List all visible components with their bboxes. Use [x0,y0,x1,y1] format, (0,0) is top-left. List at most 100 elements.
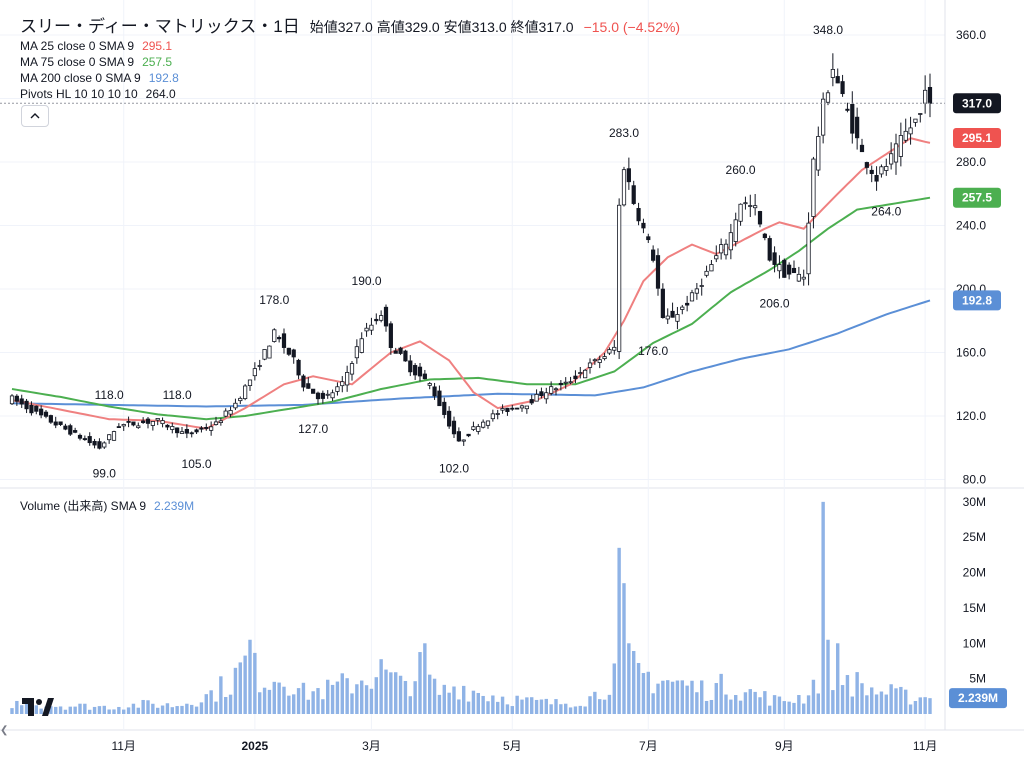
time-tick-label: 3月 [362,739,381,753]
candle [87,432,92,446]
volume-label: Volume (出来高) SMA 9 [20,499,147,513]
volume-bar [894,688,898,714]
volume-bar [306,699,310,714]
candle [840,74,845,97]
tradingview-logo[interactable] [20,694,56,722]
volume-bar [816,693,820,714]
candle [131,421,136,427]
volume-bar [884,694,888,714]
pivot-label: 99.0 [93,466,117,480]
volume-bar [151,703,155,714]
volume-bar [364,685,369,714]
candle [748,194,753,218]
candle [447,406,452,429]
candle [685,295,690,312]
volume-bar [58,706,63,714]
candle [583,368,588,379]
candle [539,387,544,399]
volume-bar [874,694,879,714]
volume-legend[interactable]: Volume (出来高) SMA 9 2.239M [20,497,194,514]
volume-bar [224,696,228,714]
volume-bar [617,547,621,714]
indicator-ma25[interactable]: MA 25 close 0 SMA 9 295.1 [20,39,680,53]
volume-bar [316,688,320,714]
candle [145,416,151,429]
svg-text:295.1: 295.1 [962,131,992,145]
volume-bar [539,699,544,714]
candle [845,102,850,113]
svg-text:2.239M: 2.239M [958,691,998,705]
candle [291,348,296,364]
volume-bar [180,705,184,714]
candle [340,376,345,393]
candle [762,232,767,241]
candle [923,75,928,114]
volume-bar [763,691,767,714]
volume-bar [593,691,597,714]
candle [782,258,787,278]
candle [636,202,641,226]
candle [43,410,49,419]
volume-bar [602,699,607,714]
candle [850,91,855,144]
candle [345,365,350,392]
volume-bar [840,685,845,714]
volume-bar [462,685,466,714]
volume-bar [729,699,733,714]
volume-bar [24,702,29,714]
volume-bar [476,692,480,714]
volume-bar [768,705,772,714]
volume-bar [787,701,791,714]
volume-bar [918,697,922,714]
candle [660,283,665,319]
volume-bar [496,701,500,714]
volume-bar [549,704,553,714]
candle [646,233,651,243]
candle [791,260,797,274]
volume-bar [107,709,111,714]
candle [432,382,437,400]
candle [578,366,583,379]
volume-bar [437,694,442,714]
volume-tick-label: 10M [963,636,986,650]
candle [544,387,549,404]
pivot-label: 118.0 [95,388,124,402]
volume-bar [199,702,204,714]
candle [364,322,369,337]
volume-bar [641,673,646,714]
candle [709,259,714,272]
candle [320,390,325,404]
volume-bar [559,704,563,714]
time-axis[interactable]: 11月 2025 3月 5月 7月 9月 11月 [111,739,937,753]
left-scroll-handle[interactable]: ❮ [0,725,9,736]
volume-bar [797,695,801,714]
volume-bar [34,705,38,714]
volume-axis[interactable]: 30M 25M 20M 15M 10M 5M [963,495,986,686]
candle [471,421,476,432]
candle [19,394,24,408]
grid-lines [0,0,1024,731]
symbol-title[interactable]: スリー・ディー・マトリックス・1日 [20,17,300,36]
volume-bar [432,678,437,714]
candle [238,396,243,405]
volume-bar [928,698,932,714]
volume-bar [607,694,612,714]
indicator-ma75[interactable]: MA 75 close 0 SMA 9 257.5 [20,55,680,69]
volume-bar [724,694,728,714]
volume-bar [661,680,665,714]
volume-value: 2.239M [154,499,195,513]
indicator-pivots[interactable]: Pivots HL 10 10 10 10 264.0 [20,87,680,101]
volume-bar [418,652,422,714]
volume-bar [777,696,782,714]
price-badge: 257.5 [953,187,1001,208]
volume-bar [258,692,262,714]
candle [821,92,826,144]
indicator-ma200[interactable]: MA 200 close 0 SMA 9 192.8 [20,71,680,85]
candle [102,441,107,449]
volume-bar [156,707,160,714]
pivot-label: 348.0 [813,23,843,37]
collapse-legend-button[interactable] [21,105,49,127]
indicator-value: 257.5 [142,55,173,69]
volume-bar [360,680,364,714]
